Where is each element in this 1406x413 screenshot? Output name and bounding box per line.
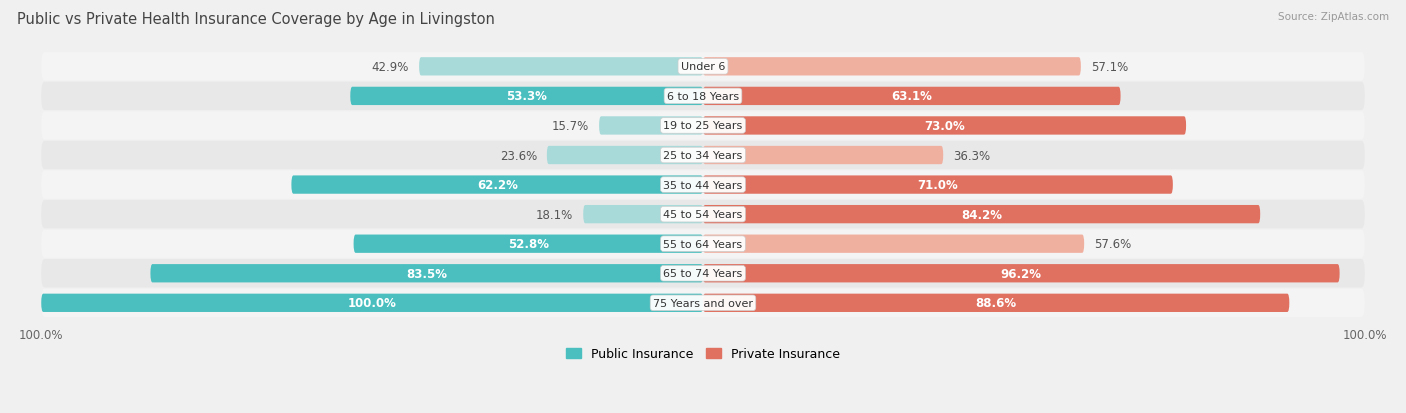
Text: 35 to 44 Years: 35 to 44 Years (664, 180, 742, 190)
Text: 71.0%: 71.0% (918, 179, 959, 192)
Text: 84.2%: 84.2% (962, 208, 1002, 221)
Text: 25 to 34 Years: 25 to 34 Years (664, 151, 742, 161)
Text: 55 to 64 Years: 55 to 64 Years (664, 239, 742, 249)
Text: 18.1%: 18.1% (536, 208, 574, 221)
Text: 15.7%: 15.7% (553, 120, 589, 133)
FancyBboxPatch shape (41, 200, 1365, 229)
FancyBboxPatch shape (703, 58, 1081, 76)
FancyBboxPatch shape (703, 294, 1289, 312)
FancyBboxPatch shape (703, 117, 1187, 135)
Text: 100.0%: 100.0% (347, 297, 396, 310)
Text: Under 6: Under 6 (681, 62, 725, 72)
FancyBboxPatch shape (41, 142, 1365, 170)
Text: 75 Years and over: 75 Years and over (652, 298, 754, 308)
FancyBboxPatch shape (583, 206, 703, 224)
Text: 57.1%: 57.1% (1091, 61, 1128, 74)
FancyBboxPatch shape (350, 88, 703, 106)
FancyBboxPatch shape (703, 206, 1260, 224)
Text: 57.6%: 57.6% (1094, 237, 1132, 251)
Text: 83.5%: 83.5% (406, 267, 447, 280)
FancyBboxPatch shape (703, 88, 1121, 106)
FancyBboxPatch shape (353, 235, 703, 253)
Text: 88.6%: 88.6% (976, 297, 1017, 310)
FancyBboxPatch shape (41, 230, 1365, 258)
Text: 19 to 25 Years: 19 to 25 Years (664, 121, 742, 131)
FancyBboxPatch shape (703, 235, 1084, 253)
Text: 63.1%: 63.1% (891, 90, 932, 103)
Text: 65 to 74 Years: 65 to 74 Years (664, 268, 742, 279)
FancyBboxPatch shape (703, 264, 1340, 283)
Text: 42.9%: 42.9% (371, 61, 409, 74)
FancyBboxPatch shape (703, 147, 943, 165)
FancyBboxPatch shape (41, 294, 703, 312)
FancyBboxPatch shape (41, 259, 1365, 288)
Text: 52.8%: 52.8% (508, 237, 548, 251)
Text: 96.2%: 96.2% (1001, 267, 1042, 280)
FancyBboxPatch shape (599, 117, 703, 135)
FancyBboxPatch shape (41, 112, 1365, 140)
FancyBboxPatch shape (41, 289, 1365, 317)
Text: Public vs Private Health Insurance Coverage by Age in Livingston: Public vs Private Health Insurance Cover… (17, 12, 495, 27)
Text: 6 to 18 Years: 6 to 18 Years (666, 92, 740, 102)
FancyBboxPatch shape (41, 83, 1365, 111)
FancyBboxPatch shape (41, 53, 1365, 81)
Text: 53.3%: 53.3% (506, 90, 547, 103)
Text: 73.0%: 73.0% (924, 120, 965, 133)
FancyBboxPatch shape (41, 171, 1365, 199)
FancyBboxPatch shape (291, 176, 703, 194)
FancyBboxPatch shape (419, 58, 703, 76)
Text: 62.2%: 62.2% (477, 179, 517, 192)
Text: 36.3%: 36.3% (953, 149, 990, 162)
Text: 23.6%: 23.6% (499, 149, 537, 162)
Legend: Public Insurance, Private Insurance: Public Insurance, Private Insurance (561, 342, 845, 366)
FancyBboxPatch shape (703, 176, 1173, 194)
Text: Source: ZipAtlas.com: Source: ZipAtlas.com (1278, 12, 1389, 22)
FancyBboxPatch shape (547, 147, 703, 165)
Text: 45 to 54 Years: 45 to 54 Years (664, 210, 742, 220)
FancyBboxPatch shape (150, 264, 703, 283)
